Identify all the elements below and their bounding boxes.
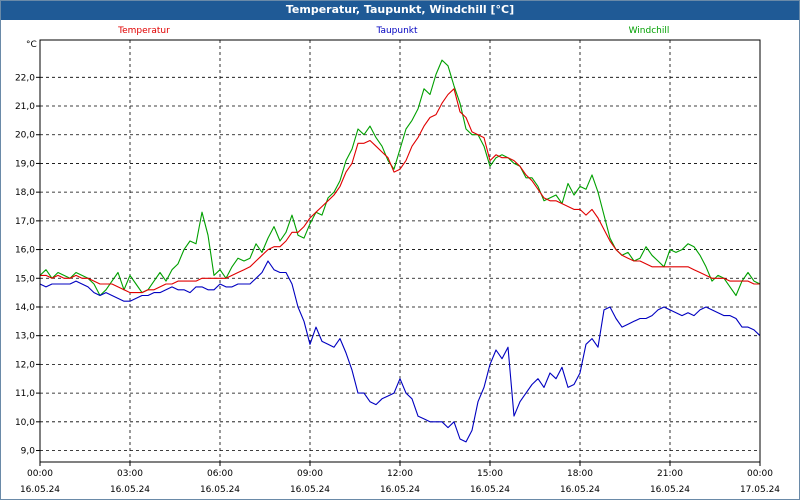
- x-tick-time: 12:00: [387, 469, 413, 479]
- y-tick-label: 17,0: [15, 217, 35, 227]
- y-tick-label: 12,0: [15, 360, 35, 370]
- y-tick-label: 16,0: [15, 246, 35, 256]
- series-group: [39, 59, 761, 443]
- series-line-windchill: [39, 59, 761, 297]
- legend-temperatur: Temperatur: [117, 26, 170, 36]
- x-tick-date: 16.05.24: [290, 485, 330, 495]
- grid: [40, 40, 760, 462]
- x-tick-date: 16.05.24: [200, 485, 240, 495]
- y-tick-label: 18,0: [15, 188, 35, 198]
- x-tick-time: 03:00: [117, 469, 143, 479]
- y-tick-label: 14,0: [15, 303, 35, 313]
- y-tick-label: 13,0: [15, 332, 35, 342]
- chart-title: Temperatur, Taupunkt, Windchill [°C]: [1, 1, 799, 20]
- y-tick-label: 20,0: [15, 131, 35, 141]
- legend-windchill: Windchill: [629, 26, 670, 36]
- x-axis-ticks: 00:00 16.05.24 03:00 16.05.24 06:00 16.05.24 0…: [20, 462, 780, 495]
- x-tick-date: 16.05.24: [650, 485, 690, 495]
- y-axis-ticks: 9,0 10,0 11,0 12,0 13,0 14,0 15,0 16,0 17,0 18,0 1…: [15, 73, 40, 457]
- x-tick-date: 16.05.24: [380, 485, 420, 495]
- y-tick-label: 22,0: [15, 73, 35, 83]
- x-tick-time: 15:00: [477, 469, 503, 479]
- y-tick-label: 11,0: [15, 389, 35, 399]
- y-tick-label: 19,0: [15, 159, 35, 169]
- x-tick-time: 09:00: [297, 469, 323, 479]
- x-tick-time: 00:00: [27, 469, 53, 479]
- x-tick-date: 16.05.24: [560, 485, 600, 495]
- x-tick-date: 16.05.24: [470, 485, 510, 495]
- x-tick-time: 00:00: [747, 469, 773, 479]
- y-tick-label: 10,0: [15, 418, 35, 428]
- x-tick-time: 21:00: [657, 469, 683, 479]
- x-tick-date: 17.05.24: [740, 485, 780, 495]
- x-tick-date: 16.05.24: [20, 485, 60, 495]
- x-tick-time: 18:00: [567, 469, 593, 479]
- x-tick-date: 16.05.24: [110, 485, 150, 495]
- y-tick-label: 9,0: [21, 447, 36, 457]
- x-tick-time: 06:00: [207, 469, 233, 479]
- series-line-temperatur: [40, 88, 760, 294]
- y-axis-unit-label: °C: [26, 40, 37, 50]
- series-line-taupunkt: [39, 260, 761, 443]
- y-tick-label: 15,0: [15, 274, 35, 284]
- y-tick-label: 21,0: [15, 102, 35, 112]
- legend-taupunkt: Taupunkt: [375, 26, 418, 36]
